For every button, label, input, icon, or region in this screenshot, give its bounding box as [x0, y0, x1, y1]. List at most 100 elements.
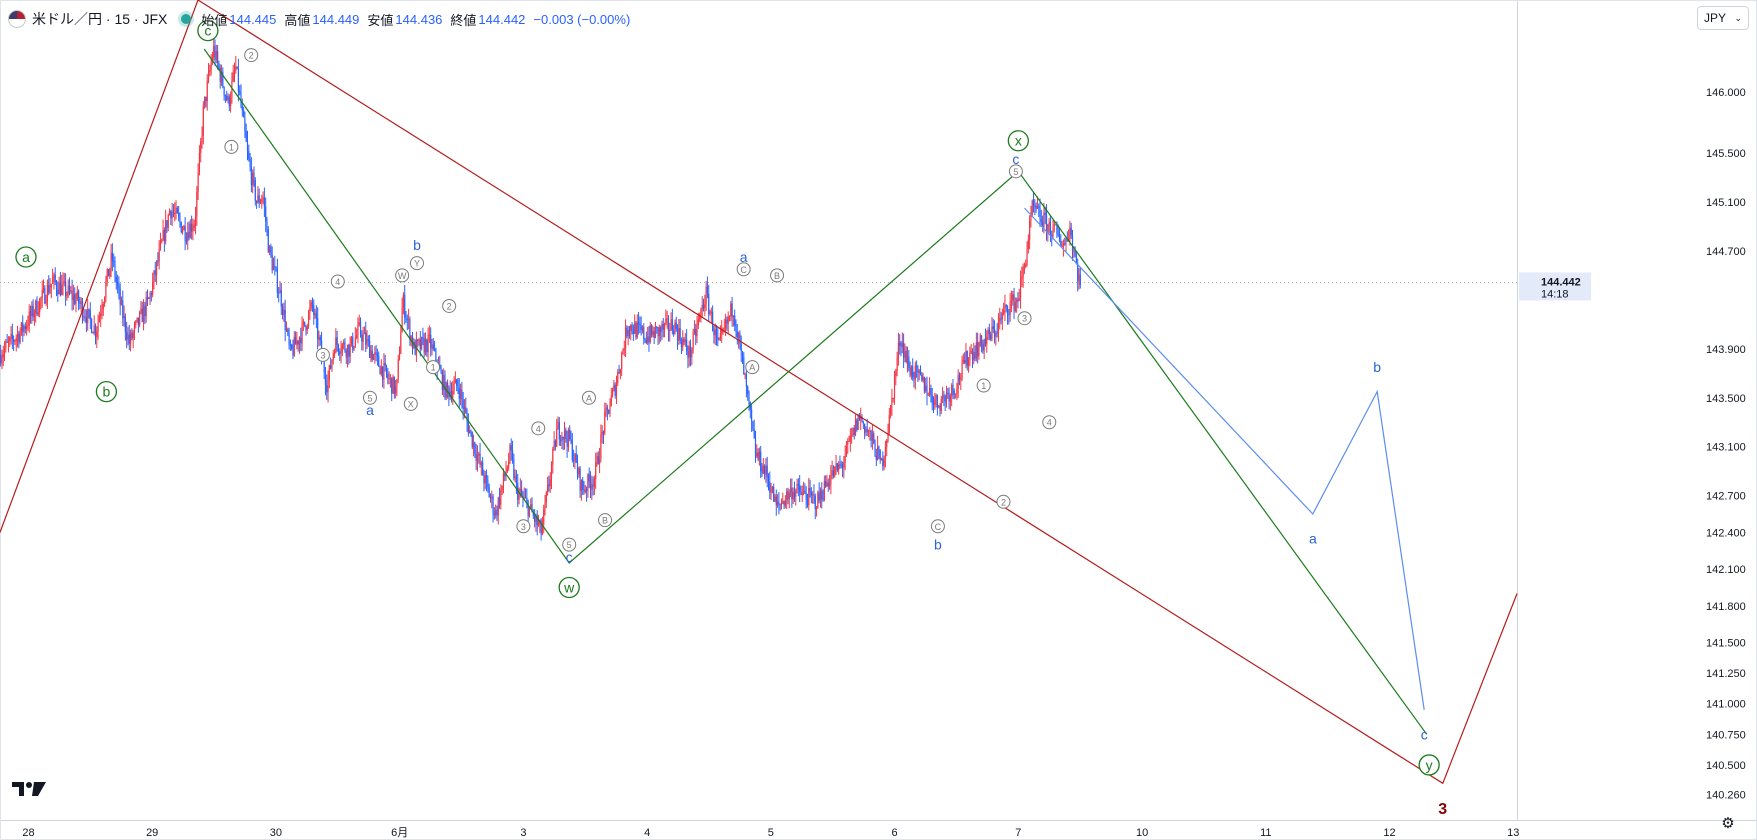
candle-body — [97, 321, 99, 332]
symbol-name[interactable]: 米ドル／円 · 15 · JFX — [32, 11, 168, 27]
candle — [543, 504, 545, 534]
candle-body — [456, 379, 458, 386]
wave-label-circle — [403, 396, 418, 411]
candle — [346, 344, 349, 368]
candle — [276, 258, 278, 298]
candle-body — [791, 487, 793, 500]
candle — [608, 409, 610, 415]
candle — [619, 368, 621, 380]
candle — [773, 483, 775, 502]
candle-body — [469, 430, 471, 434]
candle-body — [801, 492, 803, 496]
candle — [27, 315, 29, 331]
candle — [524, 488, 527, 499]
candle — [760, 445, 762, 479]
candle-body — [852, 428, 854, 435]
candle-body — [799, 485, 801, 493]
wave-label-c: c — [566, 549, 573, 565]
candle-body — [1008, 314, 1010, 316]
candle — [52, 268, 54, 284]
candle-body — [353, 346, 355, 350]
candle — [978, 341, 980, 360]
candle-body — [952, 385, 954, 391]
candle — [219, 64, 221, 89]
candle-body — [388, 378, 390, 380]
candle — [61, 274, 63, 296]
candle-body — [513, 459, 515, 479]
candle — [927, 392, 929, 396]
candle — [560, 434, 562, 446]
gear-icon[interactable]: ⚙ — [1721, 815, 1735, 832]
candle — [456, 378, 458, 392]
candle-body — [115, 277, 117, 282]
candle-body — [579, 468, 581, 491]
candle-body — [157, 261, 159, 263]
candle — [845, 441, 848, 458]
currency-selector[interactable]: JPY ⌄ — [1697, 6, 1749, 30]
candle — [213, 37, 215, 61]
candle-body — [239, 91, 241, 93]
candle-body — [24, 326, 26, 329]
tradingview-logo-icon[interactable] — [12, 780, 46, 798]
candle-body — [725, 319, 727, 329]
candle-body — [531, 504, 533, 513]
candle — [253, 166, 255, 187]
candle-body — [880, 458, 883, 461]
candle-body — [878, 446, 880, 451]
candle-body — [31, 305, 33, 317]
candle — [352, 332, 354, 353]
candle — [302, 318, 304, 332]
candle-body — [521, 489, 523, 496]
candle — [1, 349, 3, 370]
candle-body — [311, 301, 314, 306]
candle-body — [270, 246, 272, 255]
candle — [709, 309, 711, 316]
high-label: 高値 — [284, 12, 311, 28]
candle — [33, 309, 36, 326]
wave-label-text: 2 — [447, 301, 452, 311]
candle-body — [536, 515, 538, 526]
candle — [990, 331, 992, 342]
candle — [723, 318, 725, 333]
candle — [928, 377, 931, 397]
candle — [362, 326, 364, 351]
candle — [661, 320, 663, 340]
candle — [1048, 218, 1050, 234]
candle-body — [935, 394, 937, 400]
candle — [730, 300, 732, 322]
candle-body — [113, 260, 115, 262]
candle — [152, 272, 154, 298]
candle — [476, 445, 479, 472]
candle-body — [68, 285, 71, 292]
candle — [211, 51, 214, 66]
wave-label-c: C — [736, 262, 751, 277]
candle-body — [1005, 304, 1007, 307]
candle — [1017, 291, 1019, 309]
candle-body — [1019, 279, 1022, 299]
candle — [566, 430, 568, 458]
candle — [836, 462, 838, 473]
candle-body — [763, 466, 766, 475]
candle-body — [127, 334, 129, 340]
candle-body — [840, 464, 842, 466]
candle-body — [1029, 220, 1031, 240]
candle-body — [786, 491, 788, 501]
candle — [899, 334, 901, 355]
candle-body — [875, 456, 877, 461]
candle — [194, 206, 197, 235]
candle-body — [79, 303, 81, 305]
wave-label-w: w — [558, 576, 580, 599]
candle — [563, 421, 566, 450]
candle-body — [741, 351, 744, 358]
candle — [936, 394, 938, 416]
candle-body — [331, 360, 333, 369]
candle-body — [318, 336, 320, 340]
candle — [602, 430, 605, 444]
candle-body — [691, 349, 693, 358]
candle-body — [605, 407, 607, 412]
candle — [484, 470, 486, 490]
wave-label-x: X — [403, 396, 418, 411]
candle-body — [262, 197, 264, 200]
